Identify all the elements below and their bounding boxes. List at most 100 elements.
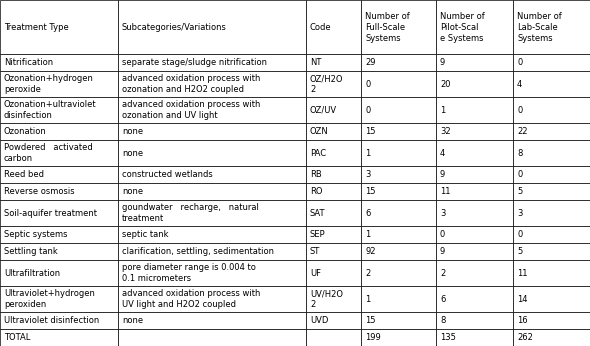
Bar — [513, 54, 590, 71]
Bar — [361, 243, 436, 260]
Text: Nitrification: Nitrification — [4, 58, 53, 67]
Text: separate stage/sludge nitrification: separate stage/sludge nitrification — [122, 58, 267, 67]
Text: PAC: PAC — [310, 149, 326, 158]
Bar — [0, 260, 118, 286]
Bar — [361, 140, 436, 166]
Text: 3: 3 — [517, 209, 522, 218]
Text: none: none — [122, 127, 143, 136]
Text: 29: 29 — [365, 58, 375, 67]
Bar — [0, 243, 118, 260]
Text: Number of
Pilot-Scal
e Systems: Number of Pilot-Scal e Systems — [440, 11, 485, 43]
Text: 6: 6 — [365, 209, 371, 218]
Bar — [513, 243, 590, 260]
Bar — [118, 140, 306, 166]
Text: NT: NT — [310, 58, 322, 67]
Text: Ozonation: Ozonation — [4, 127, 47, 136]
Bar — [513, 71, 590, 97]
Text: 92: 92 — [365, 247, 375, 256]
Text: 2: 2 — [440, 268, 445, 277]
Text: 0: 0 — [517, 106, 522, 115]
Text: Subcategories/Variations: Subcategories/Variations — [122, 22, 227, 31]
Text: Powdered   activated
carbon: Powdered activated carbon — [4, 143, 93, 163]
Bar — [436, 166, 513, 183]
Bar — [0, 312, 118, 329]
Text: 14: 14 — [517, 295, 527, 304]
Text: 11: 11 — [517, 268, 527, 277]
Text: 0: 0 — [517, 230, 522, 239]
Text: 0: 0 — [365, 80, 371, 89]
Text: 8: 8 — [517, 149, 522, 158]
Text: Code: Code — [310, 22, 332, 31]
Bar — [436, 260, 513, 286]
Text: OZ/UV: OZ/UV — [310, 106, 337, 115]
Bar — [0, 166, 118, 183]
Text: Ultrafiltration: Ultrafiltration — [4, 268, 60, 277]
Bar — [513, 183, 590, 200]
Bar — [361, 0, 436, 54]
Bar — [436, 243, 513, 260]
Bar — [361, 286, 436, 312]
Bar — [436, 54, 513, 71]
Text: 3: 3 — [365, 170, 371, 179]
Bar — [436, 226, 513, 243]
Text: 5: 5 — [517, 187, 522, 196]
Bar — [118, 329, 306, 346]
Text: 1: 1 — [365, 149, 371, 158]
Text: pore diameter range is 0.004 to
0.1 micrometers: pore diameter range is 0.004 to 0.1 micr… — [122, 263, 256, 283]
Bar — [306, 166, 361, 183]
Text: septic tank: septic tank — [122, 230, 169, 239]
Text: Reed bed: Reed bed — [4, 170, 44, 179]
Bar — [513, 260, 590, 286]
Bar — [0, 97, 118, 124]
Text: clarification, settling, sedimentation: clarification, settling, sedimentation — [122, 247, 274, 256]
Bar — [306, 329, 361, 346]
Bar — [0, 140, 118, 166]
Text: Number of
Full-Scale
Systems: Number of Full-Scale Systems — [365, 11, 409, 43]
Text: Reverse osmosis: Reverse osmosis — [4, 187, 74, 196]
Text: UF: UF — [310, 268, 321, 277]
Bar — [361, 97, 436, 124]
Bar — [118, 54, 306, 71]
Bar — [118, 260, 306, 286]
Text: 4: 4 — [440, 149, 445, 158]
Text: Soil-aquifer treatment: Soil-aquifer treatment — [4, 209, 97, 218]
Bar — [0, 329, 118, 346]
Text: 1: 1 — [365, 295, 371, 304]
Bar — [118, 200, 306, 226]
Text: 0: 0 — [517, 58, 522, 67]
Text: Number of
Lab-Scale
Systems: Number of Lab-Scale Systems — [517, 11, 562, 43]
Bar — [361, 200, 436, 226]
Text: advanced oxidation process with
UV light and H2O2 coupled: advanced oxidation process with UV light… — [122, 289, 260, 309]
Text: 6: 6 — [440, 295, 445, 304]
Text: SEP: SEP — [310, 230, 326, 239]
Bar — [513, 312, 590, 329]
Bar — [0, 200, 118, 226]
Text: none: none — [122, 149, 143, 158]
Text: OZN: OZN — [310, 127, 329, 136]
Text: 3: 3 — [440, 209, 445, 218]
Bar — [436, 0, 513, 54]
Bar — [513, 200, 590, 226]
Bar — [436, 312, 513, 329]
Text: 4: 4 — [517, 80, 522, 89]
Text: goundwater   recharge,   natural
treatment: goundwater recharge, natural treatment — [122, 203, 259, 223]
Text: 2: 2 — [365, 268, 371, 277]
Bar — [0, 54, 118, 71]
Text: 22: 22 — [517, 127, 527, 136]
Text: 20: 20 — [440, 80, 451, 89]
Text: Septic systems: Septic systems — [4, 230, 67, 239]
Text: 1: 1 — [365, 230, 371, 239]
Text: Ozonation+ultraviolet
disinfection: Ozonation+ultraviolet disinfection — [4, 100, 97, 120]
Text: UV/H2O
2: UV/H2O 2 — [310, 289, 343, 309]
Text: Treatment Type: Treatment Type — [4, 22, 69, 31]
Bar — [118, 312, 306, 329]
Bar — [0, 286, 118, 312]
Bar — [306, 71, 361, 97]
Text: 9: 9 — [440, 170, 445, 179]
Text: 199: 199 — [365, 333, 381, 342]
Text: 8: 8 — [440, 316, 445, 325]
Bar — [306, 312, 361, 329]
Text: Ultraviolet disinfection: Ultraviolet disinfection — [4, 316, 99, 325]
Bar — [513, 124, 590, 140]
Bar — [361, 183, 436, 200]
